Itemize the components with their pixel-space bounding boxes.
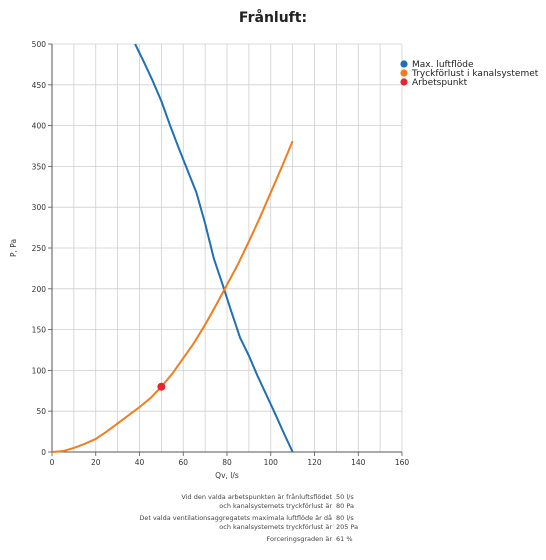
summary-row: Vid den valda arbetspunkten är frånlufts…	[0, 493, 546, 502]
legend-marker	[400, 69, 408, 77]
summary-row: och kanalsystemets tryckförlust är 205 P…	[0, 523, 546, 532]
y-axis-label: P, Pa	[9, 239, 18, 257]
chart-svg: 0 20 40 60 80 100 120 140 160 0 50 100 150 200 250 300 3…	[9, 40, 539, 480]
x-tick-label: 80	[222, 458, 232, 467]
y-tick-label: 450	[32, 81, 47, 90]
x-tick-label: 160	[395, 458, 410, 467]
summary-row: Det valda ventilationsaggregatets maxima…	[0, 514, 546, 523]
x-axis-label: Qv, l/s	[215, 471, 239, 480]
summary-value: 61 %	[336, 535, 353, 543]
series-line-0	[134, 43, 294, 453]
summary-text: och kanalsystemets tryckförlust är	[219, 502, 332, 510]
y-tick-label: 250	[32, 244, 47, 253]
legend-label: Max. luftflöde	[412, 60, 474, 70]
chart-title: Frånluft:	[238, 10, 308, 26]
x-tick-label: 0	[50, 458, 55, 467]
x-tick-label: 140	[351, 458, 366, 467]
y-tick-label: 100	[32, 366, 47, 375]
legend-marker	[400, 78, 408, 86]
summary-text: Vid den valda arbetspunkten är frånlufts…	[181, 493, 332, 501]
x-tick-label: 20	[91, 458, 101, 467]
x-tick-label: 120	[307, 458, 322, 467]
legend-label: Arbetspunkt	[412, 78, 468, 88]
summary-text: Forceringsgraden är	[266, 535, 332, 543]
y-tick-label: 150	[32, 326, 47, 335]
summary-value: 50 l/s	[336, 493, 354, 501]
working-point-marker	[157, 382, 166, 391]
summary-value: 80 l/s	[336, 514, 354, 522]
legend-marker	[400, 60, 408, 68]
summary-row: Forceringsgraden är 61 %	[0, 535, 546, 544]
summary-value: 205 Pa	[336, 523, 359, 531]
series-line-1	[51, 140, 294, 453]
x-tick-label: 40	[135, 458, 145, 467]
legend-label: Tryckförlust i kanalsystemet	[411, 69, 539, 79]
summary-text: Det valda ventilationsaggregatets maxima…	[139, 514, 332, 522]
y-tick-label: 500	[32, 40, 47, 49]
summary-text: och kanalsystemets tryckförlust är	[219, 523, 332, 531]
x-tick-label: 100	[264, 458, 279, 467]
x-tick-label: 60	[178, 458, 188, 467]
summary-value: 80 Pa	[336, 502, 354, 510]
y-tick-label: 300	[32, 203, 47, 212]
y-tick-label: 400	[32, 122, 47, 131]
grid	[51, 43, 403, 453]
axes: 0 20 40 60 80 100 120 140 160 0 50 100 150 200 250 300 3…	[32, 40, 410, 467]
y-tick-label: 200	[32, 285, 47, 294]
summary-row: och kanalsystemets tryckförlust är 80 Pa	[0, 502, 546, 511]
y-tick-label: 350	[32, 162, 47, 171]
series-layer	[51, 43, 294, 453]
y-tick-label: 0	[41, 448, 46, 457]
y-tick-label: 50	[36, 407, 46, 416]
